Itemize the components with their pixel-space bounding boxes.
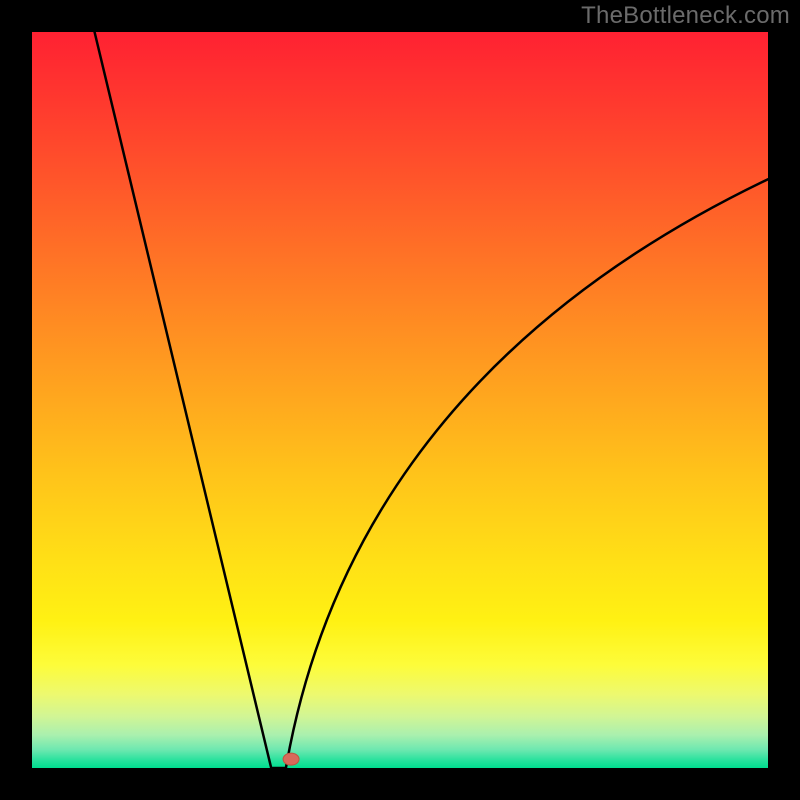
chart-plot-bg <box>32 32 768 768</box>
watermark-text: TheBottleneck.com <box>581 2 790 30</box>
bottleneck-marker <box>283 753 299 765</box>
bottleneck-chart: TheBottleneck.com <box>0 0 800 800</box>
chart-svg <box>0 0 800 800</box>
